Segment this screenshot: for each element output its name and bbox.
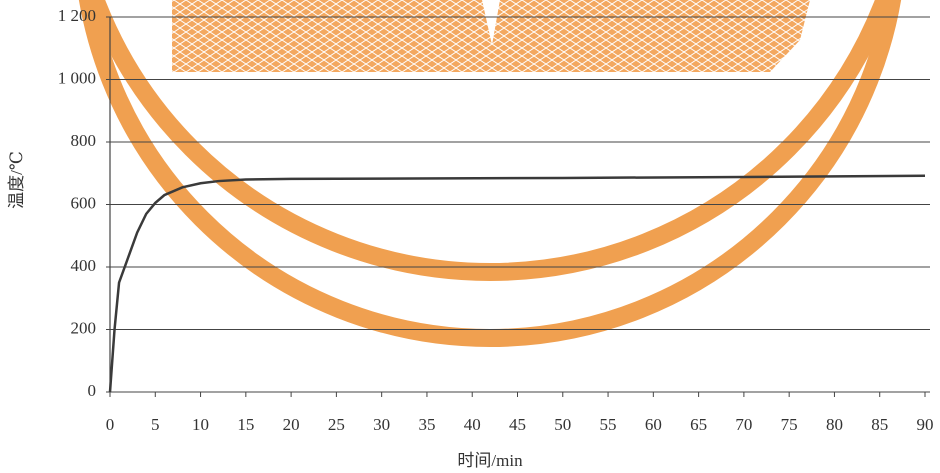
x-tick-label: 60 xyxy=(645,415,662,434)
x-tick-label: 70 xyxy=(735,415,752,434)
x-tick-label: 90 xyxy=(917,415,934,434)
x-tick-label: 25 xyxy=(328,415,345,434)
x-tick-label: 85 xyxy=(871,415,888,434)
x-tick-label: 5 xyxy=(151,415,160,434)
y-tick-label: 600 xyxy=(71,193,97,212)
x-tick-label: 35 xyxy=(418,415,435,434)
y-tick-label: 0 xyxy=(88,381,97,400)
y-tick-label: 1 000 xyxy=(58,68,96,87)
watermark-ring xyxy=(78,0,902,347)
x-tick-label: 50 xyxy=(554,415,571,434)
x-tick-label: 80 xyxy=(826,415,843,434)
y-tick-label: 800 xyxy=(71,131,97,150)
x-tick-label: 30 xyxy=(373,415,390,434)
x-tick-label: 15 xyxy=(237,415,254,434)
watermark xyxy=(78,0,902,347)
x-tick-label: 20 xyxy=(283,415,300,434)
x-axis-label: 时间/min xyxy=(457,451,523,470)
x-tick-label: 55 xyxy=(600,415,617,434)
x-tick-label: 0 xyxy=(106,415,115,434)
line xyxy=(108,174,926,393)
x-tick-label: 65 xyxy=(690,415,707,434)
x-tick-label: 10 xyxy=(192,415,209,434)
x-tick-label: 40 xyxy=(464,415,481,434)
y-tick-label: 1 200 xyxy=(58,6,96,25)
y-axis-label: 温度/℃ xyxy=(7,151,26,209)
x-tick-label: 75 xyxy=(781,415,798,434)
x-tick-label: 45 xyxy=(509,415,526,434)
watermark-ring xyxy=(86,0,894,281)
watermark-notch xyxy=(482,0,500,45)
y-tick-label: 200 xyxy=(71,318,97,337)
y-tick-label: 400 xyxy=(71,256,97,275)
